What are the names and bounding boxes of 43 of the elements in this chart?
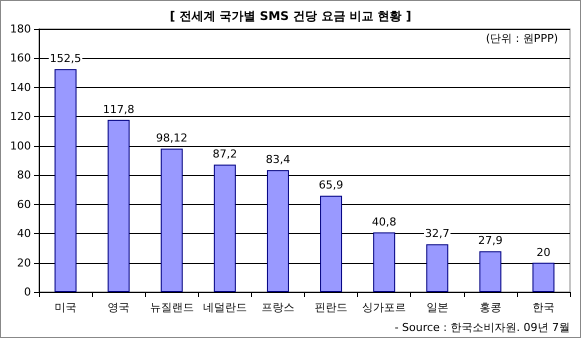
data-label: 40,8	[372, 215, 396, 228]
chart-title: [ 전세계 국가별 SMS 건당 요금 비교 현황 ]	[170, 9, 412, 23]
data-label: 87,2	[212, 148, 238, 161]
bar	[320, 196, 342, 292]
text: - Source : 한국소비자원. 09년 7월	[394, 321, 570, 334]
data-label: 27,9	[478, 234, 503, 248]
y-tick-label: 160	[10, 52, 31, 65]
y-tick-label: 180	[10, 22, 31, 36]
bar	[373, 232, 396, 292]
y-tick-label: 0	[24, 286, 31, 298]
bar	[266, 170, 289, 292]
bar	[214, 164, 236, 292]
y-tick-label: 120	[10, 110, 31, 124]
x-tick-label: 핀란드	[314, 301, 348, 314]
y-tick-label: 60	[17, 198, 31, 211]
x-tick-label: 싱가포르	[362, 301, 406, 314]
data-label: 83,4	[266, 153, 290, 166]
data-label: 65,9	[318, 178, 344, 192]
x-tick-label: 한국	[532, 301, 554, 314]
data-label: 98,12	[156, 132, 188, 145]
y-tick-label: 20	[17, 256, 31, 270]
bar	[532, 262, 554, 292]
data-label: 32,7	[425, 227, 450, 240]
x-tick-label: 네덜란드	[202, 301, 247, 314]
annotation: (단위 : 원PPP)	[486, 32, 558, 45]
x-tick-label: 뉴질랜드	[150, 301, 194, 314]
bar	[160, 148, 183, 292]
bar	[54, 69, 77, 292]
data-label: 117,8	[102, 102, 134, 116]
data-label: 20	[536, 246, 550, 259]
bar	[108, 120, 130, 292]
bar	[426, 244, 448, 292]
y-tick-label: 100	[10, 139, 31, 152]
x-tick-label: 프랑스	[261, 301, 294, 314]
x-tick-label: 홍콩	[479, 301, 502, 314]
x-tick-label: 영국	[108, 301, 130, 314]
y-tick-label: 40	[17, 227, 31, 240]
x-tick-label: 일본	[426, 301, 448, 314]
data-label: 152,5	[50, 52, 82, 66]
x-tick-label: 미국	[54, 301, 77, 314]
bar	[479, 251, 502, 292]
y-tick-label: 80	[17, 168, 31, 182]
y-tick-label: 140	[10, 80, 31, 94]
